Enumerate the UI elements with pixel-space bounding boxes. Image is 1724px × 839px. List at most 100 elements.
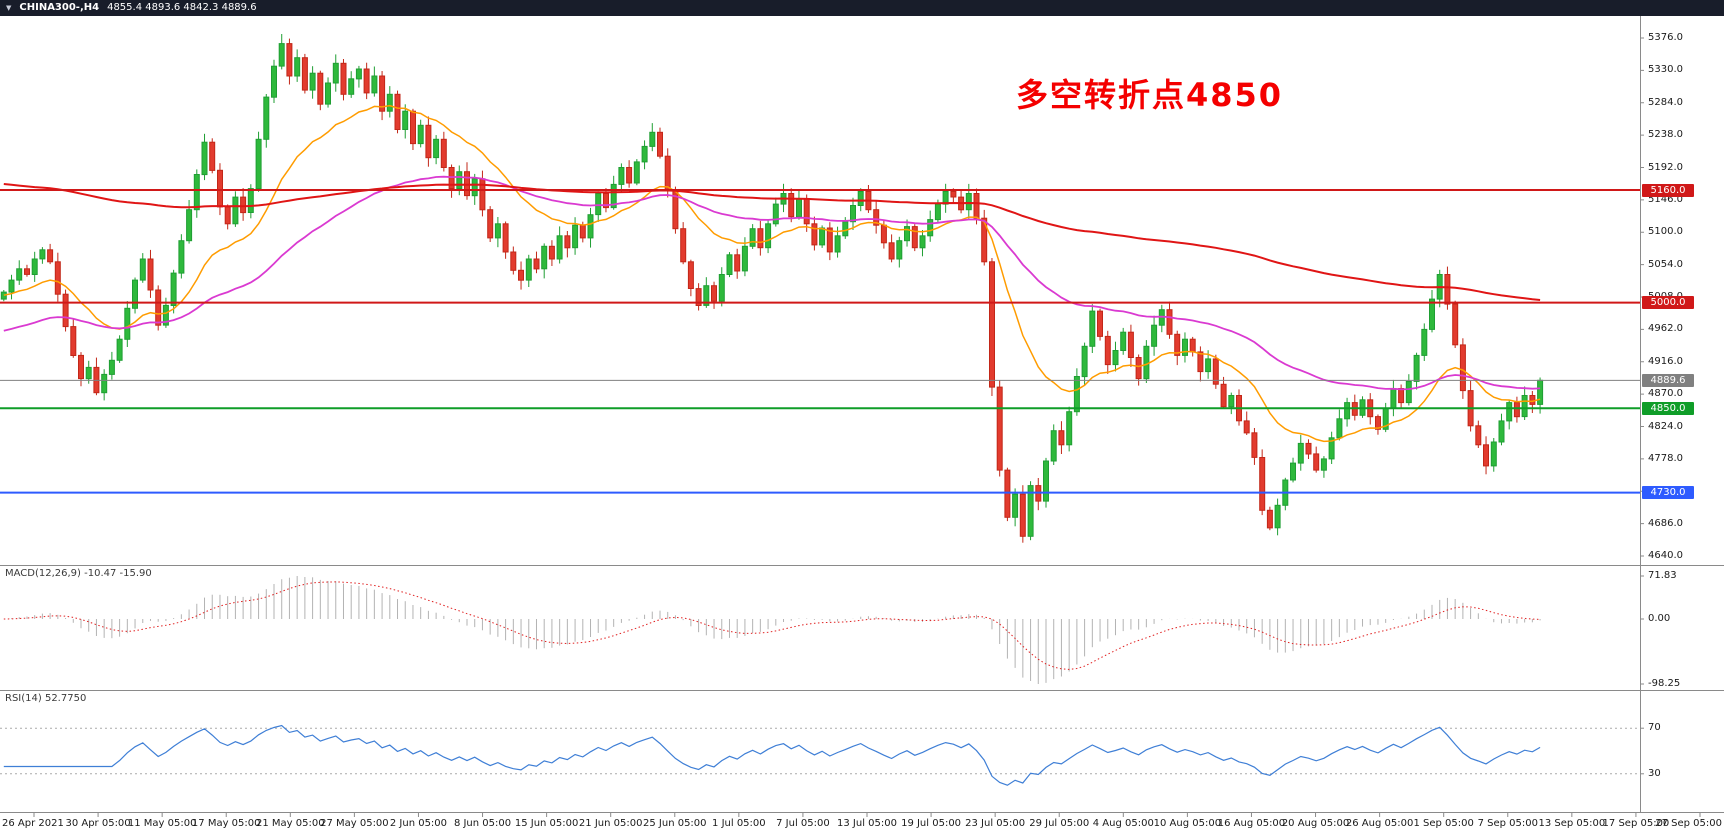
- candle-body: [1243, 420, 1250, 434]
- candle-body: [1104, 335, 1111, 366]
- candle-body: [440, 138, 447, 169]
- candle-body: [1220, 383, 1227, 408]
- candle-body: [70, 326, 77, 357]
- candle-body: [525, 258, 532, 281]
- macd-indicator-label: MACD(12,26,9) -10.47 -15.90: [5, 568, 152, 579]
- candle-body: [510, 251, 517, 271]
- candle-body: [927, 219, 934, 237]
- candle-body: [989, 261, 995, 388]
- candle-body: [803, 198, 810, 225]
- candle-body: [1421, 328, 1428, 356]
- time-axis-label[interactable]: 25 Jun 05:00: [643, 818, 707, 829]
- time-axis-label[interactable]: 29 Jul 05:00: [1029, 818, 1090, 829]
- candle-body: [286, 43, 293, 77]
- candle-body: [1483, 444, 1489, 467]
- candle-body: [1027, 485, 1034, 537]
- candle-body: [116, 338, 123, 361]
- time-axis-label[interactable]: 11 May 05:00: [127, 818, 197, 829]
- candle-body: [579, 224, 586, 239]
- candle-body: [680, 228, 687, 263]
- candle-body: [201, 141, 208, 176]
- candle-body: [657, 131, 663, 157]
- candle-body: [178, 240, 185, 274]
- candle-body: [348, 78, 355, 95]
- candle-body: [888, 242, 895, 260]
- time-axis-label[interactable]: 7 Jul 05:00: [776, 818, 830, 829]
- candle-body: [703, 285, 710, 306]
- candle-body: [1498, 420, 1505, 443]
- candle-body: [193, 174, 200, 211]
- candle-body: [741, 245, 748, 272]
- rsi-axis-label: 70: [1648, 722, 1661, 734]
- candle-body: [1405, 381, 1412, 404]
- candle-body: [718, 274, 725, 302]
- price-axis-label: 5376.0: [1648, 32, 1683, 43]
- candle-body: [1413, 354, 1420, 382]
- candle-body: [31, 258, 38, 275]
- candle-body: [1197, 351, 1204, 373]
- chart-annotation-text[interactable]: 多空转折点4850: [1016, 76, 1284, 114]
- time-axis-label[interactable]: 13 Jul 05:00: [837, 818, 897, 829]
- time-axis-label[interactable]: 26 Aug 05:00: [1345, 818, 1414, 829]
- level-price-label-5000.0[interactable]: 5000.0: [1642, 296, 1694, 310]
- rsi-indicator-label: RSI(14) 52.7750: [5, 693, 87, 704]
- time-axis-label[interactable]: 23 Jul 05:00: [965, 818, 1026, 829]
- candle-body: [108, 359, 115, 375]
- price-axis-label: 4778.0: [1648, 452, 1683, 464]
- candle-body: [973, 193, 980, 219]
- time-axis-label[interactable]: 15 Jun 05:00: [514, 818, 579, 829]
- candle-body: [1081, 345, 1088, 378]
- time-axis-label[interactable]: 16 Aug 05:00: [1217, 818, 1286, 829]
- candle-body: [595, 193, 602, 216]
- candle-body: [224, 206, 231, 225]
- candle-body: [603, 193, 609, 209]
- time-axis-label[interactable]: 27 Sep 05:00: [1655, 818, 1722, 829]
- candle-body: [417, 124, 424, 145]
- candle-body: [402, 110, 409, 130]
- candle-body: [0, 291, 7, 300]
- candle-body: [162, 304, 169, 326]
- time-axis-label[interactable]: 17 May 05:00: [191, 818, 261, 829]
- candle-body: [1019, 493, 1026, 537]
- candle-body: [518, 269, 524, 281]
- time-axis-label[interactable]: 26 Apr 2021: [2, 818, 64, 829]
- time-axis-label[interactable]: 1 Sep 05:00: [1413, 818, 1474, 829]
- candle-body: [564, 235, 571, 249]
- level-price-label-4730.0[interactable]: 4730.0: [1642, 486, 1694, 500]
- candle-body: [1398, 388, 1405, 404]
- macd-axis-label: 0.00: [1648, 613, 1671, 624]
- time-axis-label[interactable]: 2 Jun 05:00: [389, 818, 448, 829]
- candle-body: [880, 224, 887, 244]
- time-axis-label[interactable]: 21 May 05:00: [256, 818, 325, 829]
- candle-body: [587, 214, 594, 239]
- candle-body: [363, 68, 370, 94]
- time-axis-label[interactable]: 21 Jun 05:00: [578, 818, 643, 829]
- candle-body: [386, 93, 393, 112]
- time-axis-label[interactable]: 10 Aug 05:00: [1153, 818, 1222, 829]
- candle-body: [263, 96, 270, 140]
- candle-body: [1073, 376, 1080, 413]
- level-price-label-5160.0[interactable]: 5160.0: [1642, 183, 1694, 197]
- time-axis-label[interactable]: 30 Apr 05:00: [65, 818, 131, 829]
- time-axis-label[interactable]: 1 Jul 05:00: [712, 818, 766, 829]
- time-axis-label[interactable]: 20 Aug 05:00: [1281, 818, 1350, 829]
- candle-body: [610, 183, 617, 209]
- ohlc-values: 4855.4 4893.6 4842.3 4889.6: [107, 2, 257, 13]
- time-axis-label[interactable]: 7 Sep 05:00: [1477, 818, 1538, 829]
- time-axis-label[interactable]: 13 Sep 05:00: [1538, 818, 1606, 829]
- candle-body: [1004, 469, 1011, 518]
- price-axis-label: 4962.0: [1648, 323, 1683, 335]
- time-axis-label[interactable]: 17 Sep 05:00: [1602, 818, 1670, 829]
- candle-body: [332, 62, 339, 84]
- time-axis-label[interactable]: 8 Jun 05:00: [453, 818, 512, 829]
- time-axis-label[interactable]: 4 Aug 05:00: [1092, 818, 1154, 829]
- rsi-axis-label: 30: [1648, 767, 1661, 779]
- candle-body: [139, 258, 146, 281]
- level-price-label-4850.0[interactable]: 4850.0: [1642, 401, 1694, 415]
- candle-body: [1043, 460, 1049, 502]
- time-axis-label[interactable]: 19 Jul 05:00: [901, 818, 962, 829]
- chart-collapse-icon[interactable]: ▼: [6, 4, 12, 12]
- time-axis-label[interactable]: 27 May 05:00: [320, 818, 389, 829]
- candle-body: [834, 235, 841, 253]
